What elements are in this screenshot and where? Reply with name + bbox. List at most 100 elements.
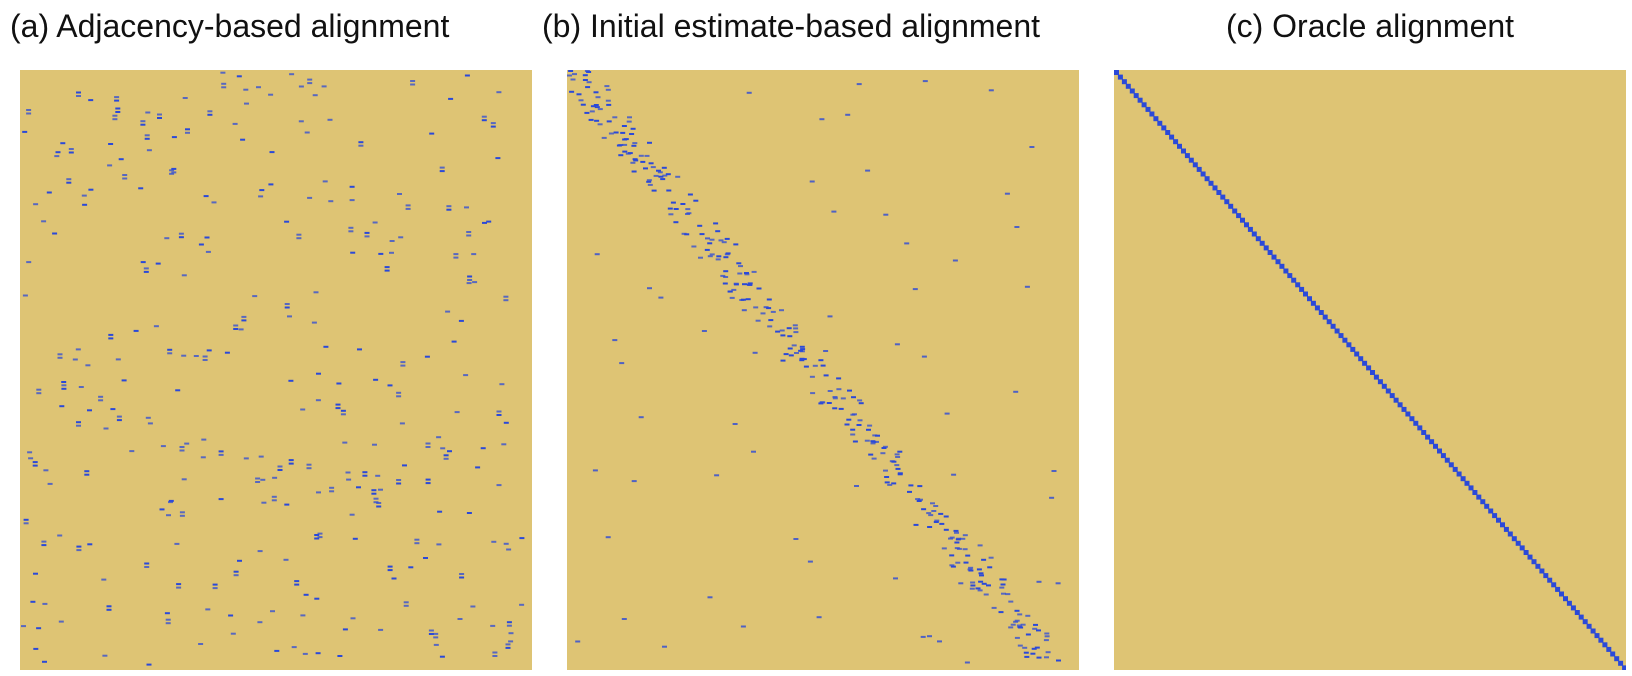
cell-mark (933, 521, 939, 523)
cell-mark (1251, 231, 1257, 237)
cell-mark (233, 570, 239, 573)
cell-mark (968, 566, 974, 569)
cell-mark (52, 232, 58, 235)
cell-mark (284, 306, 290, 309)
cell-mark (27, 451, 33, 454)
cell-mark (856, 424, 862, 426)
cell-mark (612, 339, 618, 342)
cell-mark (423, 557, 428, 559)
cell-mark (751, 450, 756, 453)
cell-mark (1259, 240, 1265, 246)
cell-mark (288, 462, 294, 465)
cell-mark (1051, 470, 1057, 472)
cell-mark (23, 518, 29, 521)
cell-mark (391, 577, 397, 580)
cell-mark (179, 514, 185, 517)
cell-mark (289, 73, 295, 76)
cell-mark (168, 499, 174, 502)
cell-mark (938, 512, 944, 515)
cell-mark (604, 85, 610, 88)
cell-mark (1334, 328, 1340, 334)
cell-mark (816, 616, 822, 619)
cell-mark (467, 279, 473, 281)
cell-mark (1029, 146, 1035, 148)
cell-mark (1582, 619, 1588, 625)
cell-mark (258, 455, 264, 458)
cell-mark (224, 351, 230, 354)
cell-mark (755, 319, 761, 322)
cell-mark (1310, 300, 1316, 306)
cell-mark (403, 604, 409, 607)
cell-mark (1031, 647, 1037, 650)
cell-mark (1240, 217, 1245, 223)
cell-mark (745, 298, 751, 301)
cell-mark (976, 568, 982, 571)
cell-mark (59, 405, 65, 408)
cell-mark (165, 618, 171, 621)
cell-mark (1350, 346, 1356, 352)
cell-mark (647, 287, 652, 290)
cell-mark (1531, 559, 1537, 565)
cell-mark (405, 204, 411, 207)
cell-mark (1049, 496, 1055, 499)
cell-mark (414, 538, 420, 541)
cell-mark (84, 473, 90, 476)
cell-mark (746, 91, 752, 94)
cell-mark (894, 453, 900, 456)
cell-mark (582, 74, 588, 77)
cell-mark (42, 660, 47, 663)
cell-mark (793, 331, 799, 334)
cell-mark (372, 443, 377, 446)
cell-mark (823, 350, 829, 352)
cell-mark (387, 384, 393, 387)
cell-mark (1547, 577, 1553, 583)
cell-mark (836, 377, 842, 380)
cell-mark (232, 122, 238, 125)
cell-mark (61, 387, 67, 390)
cell-mark (378, 252, 384, 255)
cell-mark (323, 345, 329, 348)
cell-mark (725, 252, 731, 255)
cell-mark (277, 465, 283, 468)
cell-mark (927, 526, 933, 528)
cell-mark (844, 423, 850, 426)
cell-mark (917, 485, 923, 488)
cell-mark (838, 407, 844, 410)
cell-mark (218, 498, 224, 501)
cell-mark (437, 510, 443, 513)
cell-mark (115, 358, 121, 361)
cell-mark (605, 536, 611, 539)
cell-mark (630, 161, 636, 164)
cell-mark (760, 312, 766, 315)
cell-mark (466, 234, 472, 237)
cell-mark (724, 237, 730, 240)
cell-mark (943, 528, 949, 531)
cell-mark (954, 541, 960, 544)
cell-mark (693, 199, 699, 202)
cell-mark (621, 618, 627, 620)
cell-mark (1018, 626, 1024, 629)
cell-mark (625, 152, 631, 155)
cell-mark (202, 355, 208, 358)
cell-mark (666, 189, 672, 192)
cell-mark (793, 327, 799, 330)
cell-mark (296, 237, 302, 240)
cell-mark (570, 78, 576, 81)
cell-mark (211, 201, 217, 204)
cell-mark (979, 574, 984, 577)
cell-mark (446, 208, 452, 211)
cell-mark (61, 381, 67, 383)
cell-mark (1377, 379, 1383, 385)
cell-mark (457, 618, 463, 620)
cell-mark (931, 510, 937, 512)
cell-mark (1440, 453, 1446, 459)
cell-mark (490, 122, 496, 125)
cell-mark (115, 111, 121, 113)
cell-mark (1013, 390, 1019, 393)
cell-mark (882, 445, 888, 448)
cell-mark (949, 536, 955, 539)
cell-mark (218, 450, 224, 453)
cell-mark (307, 78, 313, 81)
cell-mark (965, 554, 971, 557)
cell-mark (255, 481, 261, 483)
